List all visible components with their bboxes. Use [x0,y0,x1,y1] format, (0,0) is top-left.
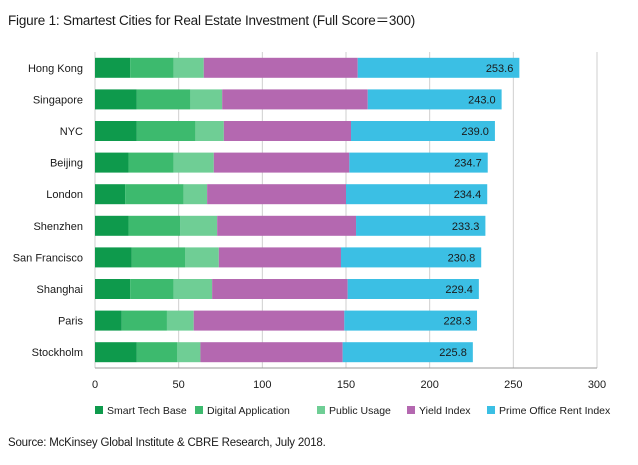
bar-segment [195,121,224,141]
x-tick-label: 50 [173,379,185,391]
bar-segment [173,57,204,78]
source-note: Source: McKinsey Global Institute & CBRE… [8,437,326,449]
bar-segment [222,89,368,110]
bar-segment [217,215,357,236]
bar-segment [347,279,479,299]
legend-label: Digital Application [207,405,290,417]
bar-segment [176,342,201,363]
bar-segment [190,89,223,110]
x-tick-label: 300 [588,379,606,391]
bar-segment [95,279,131,299]
category-label: Singapore [33,94,83,106]
bar-segment [136,121,196,141]
category-label: San Francisco [13,252,83,264]
bar-segment [128,152,174,173]
legend-swatch [317,406,325,414]
chart-title: Figure 1: Smartest Cities for Real Estat… [8,13,416,28]
x-tick-label: 0 [92,379,98,391]
bar-segment [344,310,478,331]
x-tick-label: 100 [253,379,271,391]
legend-label: Prime Office Rent Index [499,405,611,417]
bar-segment [357,57,520,78]
category-label: London [46,189,83,201]
bar-segment [203,57,358,78]
total-label: 230.8 [448,252,476,264]
bar-segment [346,184,488,205]
total-label: 228.3 [443,316,471,328]
legend-swatch [195,406,203,414]
bar-segment [131,247,186,268]
total-label: 253.6 [486,63,514,75]
bar-segment [95,215,129,236]
legend-label: Yield Index [419,405,471,417]
bar-segment [130,57,174,78]
bar-segment [180,215,218,236]
category-label: Hong Kong [28,63,83,75]
bar-segment [340,247,482,268]
bar-segment [166,310,194,331]
category-label: Shenzhen [33,221,83,233]
legend-label: Smart Tech Base [107,405,187,417]
category-label: Stockholm [32,347,83,359]
bar-segment [125,184,184,205]
total-label: 234.4 [454,189,482,201]
category-label: Beijing [50,158,83,170]
category-label: Paris [58,316,84,328]
legend-swatch [95,406,103,414]
legend-swatch [407,406,415,414]
bar-segment [356,215,486,236]
bar-segment [121,310,167,331]
bar-segment [95,152,129,173]
bar-segment [349,152,488,173]
bar-segment [95,121,137,141]
bar-segment [95,57,131,78]
category-label: Shanghai [37,284,84,296]
bar-segment [342,342,473,363]
bar-segment [367,89,502,110]
bar-segment [212,279,348,299]
total-label: 225.8 [439,347,467,359]
total-label: 243.0 [468,94,496,106]
bar-segment [207,184,346,205]
bar-segment [213,152,350,173]
total-label: 239.0 [461,126,489,138]
bar-segment [95,184,126,205]
x-tick-label: 200 [420,379,438,391]
bar-segment [95,89,137,110]
bar-segment [136,89,191,110]
bar-segment [183,184,208,205]
legend-swatch [487,406,495,414]
total-label: 229.4 [445,284,473,296]
bar-segment [351,121,495,141]
bar-segment [128,215,181,236]
total-label: 234.7 [454,158,482,170]
bar-segment [95,247,132,268]
bar-segment [193,310,345,331]
bar-segment [223,121,352,141]
total-label: 233.3 [452,221,480,233]
category-label: NYC [60,126,83,138]
bar-segment [185,247,219,268]
bar-segment [173,152,214,173]
bar-segment [95,310,122,331]
legend-label: Public Usage [329,405,391,417]
x-tick-label: 150 [337,379,355,391]
bar-segment [173,279,213,299]
bar-segment [200,342,343,363]
bar-segment [95,342,137,363]
bar-segment [136,342,177,363]
bar-segment [130,279,174,299]
x-tick-label: 250 [504,379,522,391]
bar-segment [218,247,341,268]
